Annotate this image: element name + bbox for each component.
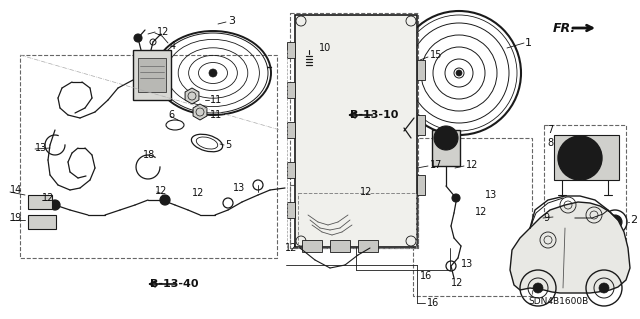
Bar [417, 175, 425, 195]
Text: 10: 10 [319, 43, 332, 53]
Text: 13: 13 [35, 143, 47, 153]
Text: 12: 12 [475, 207, 488, 217]
Text: 12: 12 [451, 278, 463, 288]
Text: 14: 14 [10, 185, 22, 195]
Text: B-13-10: B-13-10 [350, 110, 398, 120]
Text: SDN4B1600B: SDN4B1600B [528, 298, 588, 307]
Text: 6: 6 [168, 110, 174, 120]
Bar [287, 82, 295, 98]
Text: 8: 8 [547, 138, 553, 148]
Bar [432, 130, 460, 166]
Bar [287, 162, 295, 178]
Text: 11: 11 [210, 110, 222, 120]
Circle shape [565, 143, 595, 173]
Text: 19: 19 [10, 213, 22, 223]
Circle shape [50, 200, 60, 210]
Circle shape [608, 215, 622, 229]
Bar [295, 15, 417, 247]
Circle shape [533, 283, 543, 293]
Circle shape [558, 136, 602, 180]
Bar [417, 60, 425, 80]
Text: 4: 4 [170, 41, 176, 51]
Text: 12: 12 [155, 186, 168, 196]
Bar [290, 185, 418, 248]
Bar [417, 115, 425, 135]
Circle shape [456, 70, 462, 76]
Text: B-13-40: B-13-40 [150, 279, 198, 289]
Bar [287, 42, 295, 58]
Text: 18: 18 [143, 150, 156, 160]
Text: 15: 15 [430, 50, 442, 60]
Text: 13: 13 [233, 183, 245, 193]
Text: 2: 2 [630, 215, 637, 225]
Text: 16: 16 [420, 271, 432, 281]
Text: 12: 12 [192, 188, 204, 198]
Text: 3: 3 [228, 16, 235, 26]
Text: 12: 12 [42, 193, 54, 203]
Bar [287, 122, 295, 138]
Text: 11: 11 [210, 95, 222, 105]
Text: 13: 13 [485, 190, 497, 200]
Bar [20, 55, 277, 258]
Circle shape [599, 283, 609, 293]
Bar [133, 50, 171, 100]
Polygon shape [510, 202, 630, 293]
Circle shape [134, 34, 142, 42]
Text: 1: 1 [525, 38, 532, 48]
Text: 13: 13 [461, 259, 473, 269]
Bar [358, 240, 378, 252]
Text: 12: 12 [360, 187, 372, 197]
Text: 12: 12 [285, 243, 298, 253]
Bar [302, 240, 322, 252]
Circle shape [209, 69, 217, 77]
Text: 16: 16 [427, 298, 439, 308]
Text: 12: 12 [466, 160, 478, 170]
Bar [28, 215, 56, 229]
Bar [28, 195, 52, 209]
Circle shape [452, 194, 460, 202]
Circle shape [160, 195, 170, 205]
Text: 12: 12 [157, 27, 170, 37]
Text: 5: 5 [225, 140, 231, 150]
Bar [138, 58, 166, 92]
Bar [544, 125, 626, 263]
Circle shape [572, 150, 588, 166]
Bar [413, 138, 532, 296]
Bar [298, 193, 416, 248]
Bar [554, 135, 619, 180]
Bar [290, 13, 418, 248]
Text: 7: 7 [547, 125, 553, 135]
Bar [330, 240, 350, 252]
Text: FR.: FR. [553, 21, 576, 34]
Text: 9: 9 [543, 213, 549, 223]
Text: 17: 17 [430, 160, 442, 170]
Polygon shape [193, 104, 207, 120]
Bar [287, 202, 295, 218]
Circle shape [434, 126, 458, 150]
Polygon shape [185, 88, 199, 104]
